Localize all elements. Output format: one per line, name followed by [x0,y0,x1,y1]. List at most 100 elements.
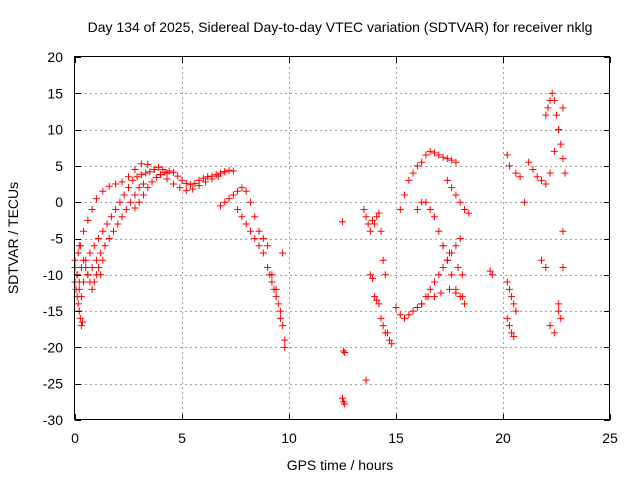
data-point [368,216,376,224]
data-point [559,155,567,163]
data-point [388,340,396,348]
data-point [174,172,182,180]
data-point [437,289,445,297]
data-point [251,235,259,242]
data-point [546,169,554,177]
data-point [112,180,120,188]
data-point [92,256,100,264]
data-point [127,198,135,206]
data-point [368,274,376,282]
data-point [88,205,96,213]
data-point [340,347,348,355]
data-point [373,213,381,221]
y-tick-label: -15 [43,303,63,319]
data-point [557,140,565,148]
data-point [131,204,139,212]
series-arc-f [366,271,389,337]
data-point [281,336,289,344]
data-point [366,227,374,235]
data-point [276,307,284,315]
data-point [405,176,413,184]
y-tick-label: 5 [55,158,63,174]
data-point [435,151,443,159]
data-point [512,169,520,177]
data-point [538,256,546,264]
data-point [339,218,346,226]
x-tick-label: 10 [281,430,297,446]
data-point [375,209,383,217]
data-point [520,198,528,206]
data-point [503,314,511,322]
data-point [373,296,381,304]
data-point [76,314,84,322]
data-point [452,289,460,297]
data-point [133,173,141,181]
data-point [182,187,190,195]
data-point [276,314,284,322]
data-point [454,264,462,272]
data-point [191,179,199,187]
data-point [251,213,259,221]
data-point [456,198,464,206]
data-point [439,153,447,161]
y-tick-label: 15 [47,85,63,101]
data-point [165,167,173,175]
data-point [371,293,379,301]
data-point [148,178,156,186]
data-point [217,202,225,210]
data-point [460,300,468,308]
data-point [187,181,195,189]
data-point [512,307,520,315]
data-point [396,311,404,319]
data-point [426,205,434,213]
data-point [508,329,516,337]
data-point [169,180,177,188]
data-point [105,182,113,190]
data-point [559,227,567,235]
data-point [107,213,115,221]
data-point [86,249,94,257]
data-point [366,271,374,279]
data-point [169,168,177,176]
data-point [74,300,82,308]
data-point [381,329,389,337]
data-point [431,213,439,221]
data-point [486,267,494,275]
data-point [279,249,287,257]
series-arc-h [396,147,460,213]
data-point [125,173,132,181]
data-point [505,285,513,293]
data-point [439,264,447,272]
data-point [154,163,162,171]
data-point [137,160,145,168]
y-tick-label: 10 [47,122,63,138]
data-point [90,242,98,250]
data-point [264,264,272,272]
series-morning-drop [217,184,272,257]
data-point [137,171,145,179]
data-point [533,173,541,181]
data-point [110,227,118,235]
data-point [78,318,86,326]
data-point [97,271,105,279]
data-point [542,111,550,119]
data-point [112,205,120,213]
data-point [268,271,276,279]
data-point [90,278,98,286]
data-point [435,227,443,235]
data-point [550,329,558,337]
series-afternoon-drop [264,249,289,351]
data-point [255,242,263,250]
data-point [377,314,385,322]
data-point [272,293,280,301]
data-points [71,89,569,408]
data-point [144,160,152,168]
x-tick-label: 5 [178,430,186,446]
data-point [546,322,554,330]
data-point [555,126,563,134]
data-point [202,178,210,186]
data-point [204,173,212,181]
data-point [75,278,83,286]
data-point [116,198,124,206]
data-point [488,271,496,279]
